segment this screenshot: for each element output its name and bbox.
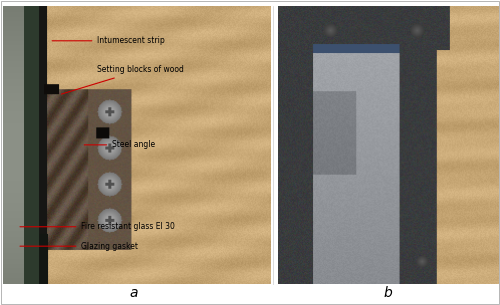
Text: Glazing gasket: Glazing gasket bbox=[20, 242, 138, 251]
Text: Setting blocks of wood: Setting blocks of wood bbox=[62, 66, 184, 94]
Text: a: a bbox=[130, 286, 138, 300]
Text: b: b bbox=[383, 286, 392, 300]
Text: Steel angle: Steel angle bbox=[84, 140, 156, 149]
Text: Intumescent strip: Intumescent strip bbox=[52, 36, 165, 45]
Text: Fire resistant glass EI 30: Fire resistant glass EI 30 bbox=[20, 222, 176, 231]
